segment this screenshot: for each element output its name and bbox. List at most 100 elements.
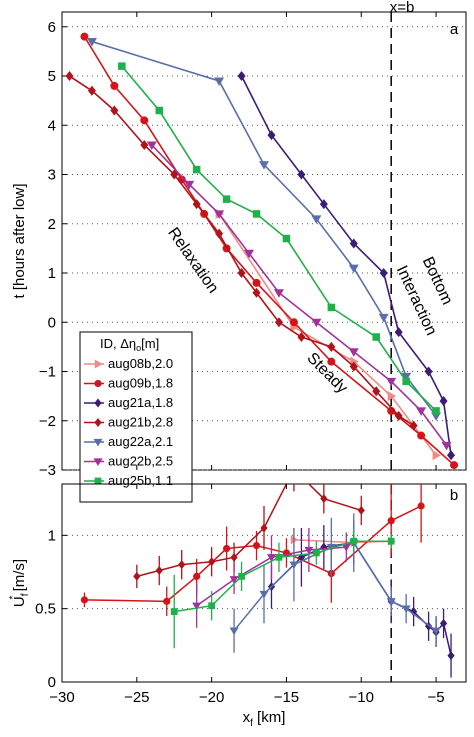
data-point [432, 407, 440, 415]
data-point [409, 420, 418, 431]
data-point [140, 139, 149, 150]
data-point [244, 249, 255, 259]
data-point [312, 549, 320, 557]
data-point [447, 651, 455, 661]
data-point [170, 169, 179, 180]
data-point [215, 228, 224, 239]
panel-a-y-ticks: −3 −2 −1 0 1 2 3 4 5 6 [39, 19, 67, 479]
data-point [192, 602, 202, 611]
data-point [140, 116, 149, 125]
y-tick-label: 6 [48, 19, 56, 36]
data-point [417, 502, 425, 510]
panel-b-y-ticks: 00.51 [35, 527, 67, 691]
data-point [432, 450, 442, 461]
series-line [118, 62, 440, 415]
data-point [431, 627, 441, 636]
data-point [372, 386, 381, 397]
data-point [252, 542, 261, 550]
x-tick-label: −15 [274, 689, 299, 706]
series-line [237, 71, 456, 461]
series-line [133, 465, 365, 589]
data-point [65, 71, 74, 82]
y-tick-label: 0 [48, 674, 56, 691]
series-line [146, 141, 452, 451]
data-point [214, 210, 225, 219]
panel-b-series [80, 465, 455, 678]
data-point [304, 546, 314, 555]
legend-marker [94, 418, 102, 427]
x-tick-label: −20 [199, 689, 224, 706]
data-point [208, 602, 216, 610]
data-point [259, 590, 269, 599]
data-point [192, 199, 201, 210]
x-tick-label: −25 [124, 689, 149, 706]
y-tick-label: 1 [48, 265, 56, 282]
series-line [215, 208, 442, 461]
data-point [297, 332, 306, 343]
data-point [80, 32, 89, 41]
legend-marker [94, 359, 103, 369]
data-point [290, 465, 297, 474]
data-point [319, 199, 328, 210]
data-point [208, 557, 216, 567]
x-axis-label: xf [km] [243, 709, 286, 729]
data-point [282, 234, 291, 243]
series-line [170, 529, 395, 649]
data-point [416, 407, 427, 416]
data-point [184, 180, 195, 190]
data-point [348, 348, 359, 357]
y-tick-label: 2 [48, 216, 56, 233]
data-point [379, 268, 388, 279]
data-point [252, 287, 261, 298]
legend-marker [94, 379, 102, 388]
y-tick-label: −2 [39, 413, 56, 430]
y-tick-label: 0.5 [35, 601, 56, 618]
data-point [441, 441, 452, 451]
data-point [87, 85, 96, 96]
legend-entry: aug21b,2.8 [84, 415, 173, 430]
data-point [267, 130, 276, 141]
data-point [133, 571, 141, 581]
data-point [394, 410, 403, 421]
panel-a-y-axis-label: t [hours after low] [11, 183, 28, 298]
y-tick-label: 0 [48, 314, 56, 331]
data-point [252, 278, 261, 287]
legend-entry: aug09b,1.8 [84, 376, 173, 391]
series-line [229, 513, 441, 653]
series-path [84, 505, 422, 603]
data-point [417, 431, 426, 440]
data-point [170, 608, 178, 615]
y-tick-label: 1 [48, 527, 56, 544]
data-point [259, 161, 269, 170]
data-point [327, 303, 336, 312]
x-tick-label: −5 [428, 689, 445, 706]
data-point [273, 289, 284, 298]
data-point [311, 215, 322, 224]
legend-entry: aug22a,2.1 [84, 434, 173, 449]
legend-title: ID, Δηo[m] [100, 336, 159, 353]
data-point [387, 391, 397, 402]
data-point [439, 618, 448, 628]
data-point [327, 357, 336, 366]
panel-b-label: b [450, 487, 458, 504]
data-point [357, 505, 365, 515]
data-point [424, 366, 433, 377]
y-tick-label: 5 [48, 68, 56, 85]
data-point [110, 81, 119, 90]
series-line [65, 71, 418, 431]
legend-entry: aug22b,2.5 [84, 454, 173, 469]
data-point [222, 195, 231, 203]
panel-a-label: a [450, 21, 459, 38]
data-point [260, 523, 268, 533]
data-point [311, 318, 322, 328]
data-point [178, 560, 186, 570]
data-point [118, 62, 126, 70]
data-point [387, 517, 395, 525]
panel-a-frame [61, 11, 467, 471]
y-tick-label: −3 [39, 462, 56, 479]
data-point [447, 450, 456, 461]
data-point [222, 544, 231, 553]
series-line [267, 520, 455, 678]
